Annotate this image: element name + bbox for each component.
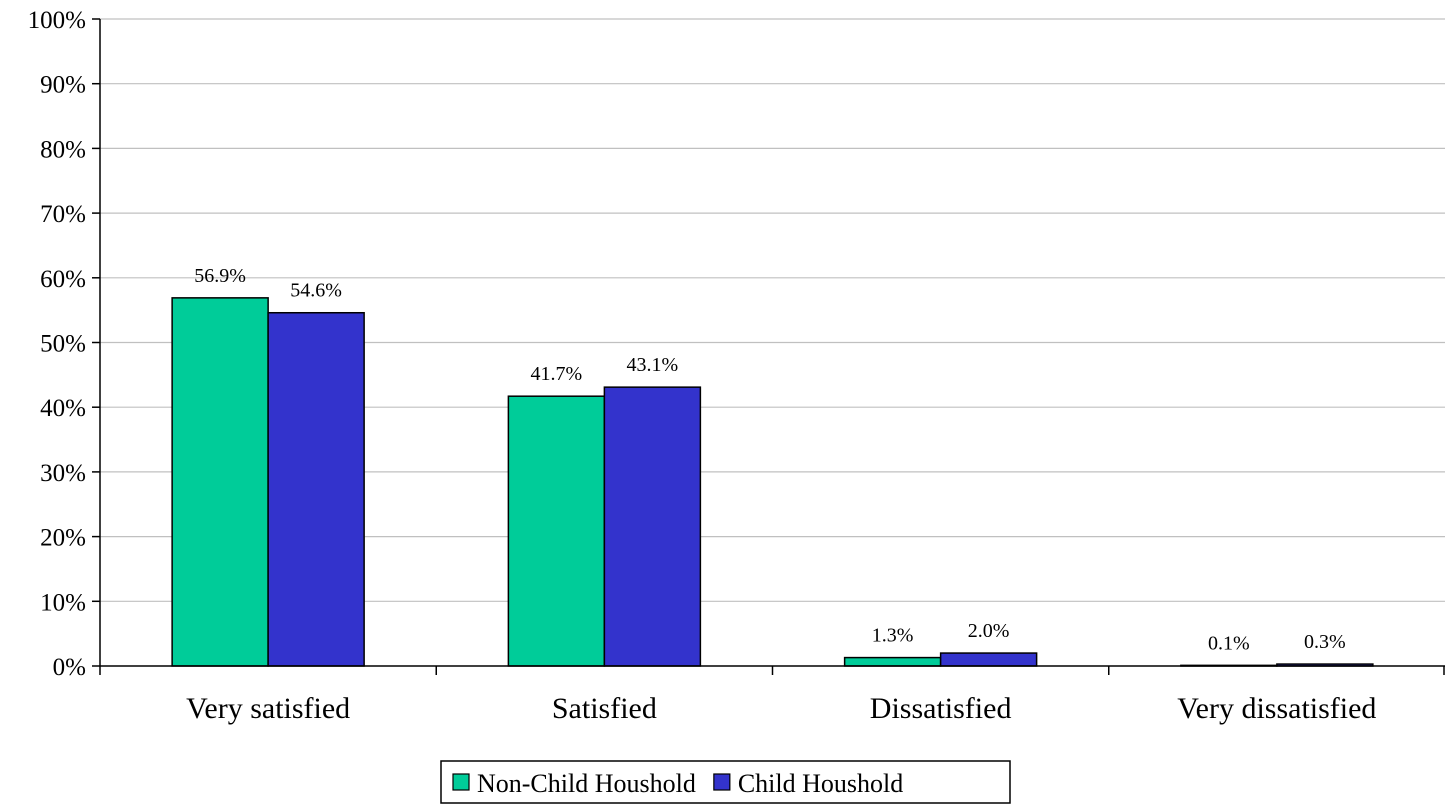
data-label: 56.9% bbox=[194, 265, 246, 287]
x-category-label: Very dissatisfied bbox=[1177, 692, 1376, 725]
bar bbox=[939, 652, 1038, 667]
bar bbox=[267, 311, 365, 667]
bar bbox=[171, 297, 269, 667]
y-tick-label: 70% bbox=[40, 201, 86, 228]
legend-swatch bbox=[713, 773, 731, 791]
y-tick-label: 0% bbox=[53, 654, 86, 681]
bar bbox=[843, 656, 942, 667]
labels: 0% 10% 20% 30% 40% 50% 60% 70% 80% 90% 100% 56.9% 54… bbox=[28, 7, 1377, 725]
x-category-label: Dissatisfied bbox=[870, 692, 1012, 725]
x-category-label: Satisfied bbox=[552, 692, 657, 725]
y-tick-label: 30% bbox=[40, 460, 86, 487]
y-tick-label: 10% bbox=[40, 589, 86, 616]
y-tick-label: 60% bbox=[40, 266, 86, 293]
legend-swatch bbox=[452, 773, 470, 791]
y-tick-label: 20% bbox=[40, 525, 86, 552]
legend-label: Non-Child Houshold bbox=[477, 769, 696, 798]
data-label: 43.1% bbox=[627, 354, 679, 376]
y-tick-label: 50% bbox=[40, 331, 86, 358]
legend-label: Child Houshold bbox=[738, 769, 903, 798]
data-label: 54.6% bbox=[290, 280, 342, 302]
data-label: 0.3% bbox=[1304, 631, 1346, 653]
data-label: 41.7% bbox=[531, 363, 583, 385]
legend: Non-Child Houshold Child Houshold bbox=[440, 760, 1011, 804]
x-category-label: Very satisfied bbox=[186, 692, 350, 725]
axes bbox=[92, 18, 1445, 675]
y-tick-label: 100% bbox=[28, 7, 86, 34]
bar bbox=[603, 386, 702, 667]
y-tick-label: 80% bbox=[40, 136, 86, 163]
bar bbox=[507, 395, 606, 667]
bars bbox=[171, 297, 1374, 667]
data-label: 2.0% bbox=[968, 620, 1010, 642]
y-tick-label: 90% bbox=[40, 72, 86, 99]
data-label: 1.3% bbox=[872, 625, 914, 647]
y-tick-label: 40% bbox=[40, 395, 86, 422]
data-label: 0.1% bbox=[1208, 632, 1250, 654]
